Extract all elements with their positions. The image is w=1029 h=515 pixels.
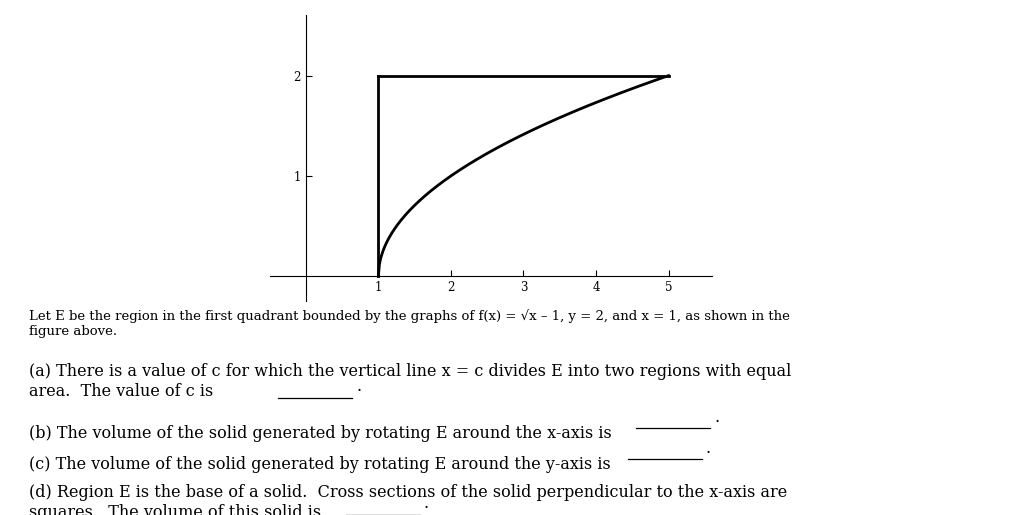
Text: (c) The volume of the solid generated by rotating E around the y-axis is: (c) The volume of the solid generated by…: [29, 456, 610, 473]
Text: .: .: [424, 495, 429, 512]
Text: (d) Region E is the base of a solid.  Cross sections of the solid perpendicular : (d) Region E is the base of a solid. Cro…: [29, 484, 787, 515]
Text: .: .: [706, 440, 711, 457]
Text: .: .: [714, 409, 719, 426]
Text: (a) There is a value of c for which the vertical line x = c divides E into two r: (a) There is a value of c for which the …: [29, 363, 791, 400]
Text: .: .: [356, 378, 361, 395]
Text: (b) The volume of the solid generated by rotating E around the x-axis is: (b) The volume of the solid generated by…: [29, 425, 611, 442]
Text: Let E be the region in the first quadrant bounded by the graphs of f(x) = √x – 1: Let E be the region in the first quadran…: [29, 309, 789, 338]
